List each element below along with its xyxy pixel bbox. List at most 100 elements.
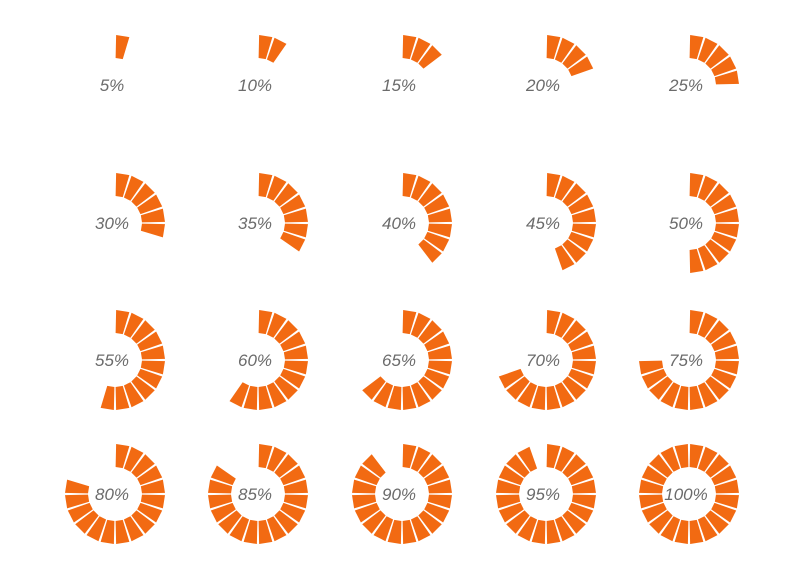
ring-segment bbox=[568, 56, 594, 77]
ring-segment bbox=[554, 175, 575, 201]
ring-segment bbox=[711, 194, 737, 215]
ring-segment bbox=[546, 519, 561, 544]
progress-indicator-65: 65% bbox=[362, 310, 452, 410]
ring-segment bbox=[137, 465, 163, 486]
ring-segment bbox=[280, 502, 306, 523]
ring-segment bbox=[115, 173, 130, 198]
ring-segment bbox=[427, 479, 452, 494]
ring-segment bbox=[705, 320, 729, 344]
percent-label: 65% bbox=[382, 351, 416, 370]
ring-segment bbox=[352, 479, 377, 494]
ring-segment bbox=[137, 368, 163, 389]
progress-indicator-85: 85% bbox=[208, 444, 308, 544]
ring-segment bbox=[498, 502, 524, 523]
ring-segment bbox=[258, 310, 273, 335]
ring-segment bbox=[714, 479, 739, 494]
ring-segment bbox=[229, 516, 250, 542]
ring-segment bbox=[100, 519, 115, 544]
ring-segment bbox=[410, 37, 431, 63]
ring-segment bbox=[705, 45, 729, 69]
progress-indicator-35: 35% bbox=[238, 173, 308, 252]
percent-label: 80% bbox=[95, 485, 129, 504]
ring-segment bbox=[517, 446, 538, 472]
ring-segment bbox=[660, 382, 681, 408]
ring-segment bbox=[123, 516, 144, 542]
progress-indicator-45: 45% bbox=[526, 173, 596, 271]
ring-segment bbox=[660, 446, 681, 472]
ring-segment bbox=[697, 175, 718, 201]
ring-segment bbox=[705, 239, 729, 263]
ring-segment bbox=[402, 444, 417, 469]
ring-segment bbox=[283, 208, 308, 223]
ring-segment bbox=[517, 516, 538, 542]
ring-segment bbox=[554, 37, 575, 63]
percent-label: 85% bbox=[238, 485, 272, 504]
ring-segment bbox=[571, 494, 596, 509]
ring-segment bbox=[711, 331, 737, 352]
progress-indicator-20: 20% bbox=[525, 35, 594, 95]
ring-segment bbox=[131, 376, 155, 400]
ring-segment bbox=[123, 175, 144, 201]
ring-segment bbox=[711, 465, 737, 486]
ring-segment bbox=[140, 360, 165, 375]
ring-segment bbox=[562, 510, 586, 534]
progress-indicator-60: 60% bbox=[229, 310, 308, 410]
ring-segment bbox=[689, 310, 704, 335]
ring-segment bbox=[283, 223, 308, 238]
ring-segment bbox=[75, 510, 99, 534]
ring-segment bbox=[711, 368, 737, 389]
ring-segment bbox=[639, 360, 664, 375]
ring-segment bbox=[402, 519, 417, 544]
ring-segment bbox=[258, 519, 273, 544]
ring-segment bbox=[424, 231, 450, 252]
ring-segment bbox=[711, 502, 737, 523]
ring-segment bbox=[689, 173, 704, 198]
ring-segment bbox=[546, 310, 561, 335]
ring-segment bbox=[352, 494, 377, 509]
ring-segment bbox=[283, 360, 308, 375]
percent-label: 45% bbox=[526, 214, 560, 233]
percent-label: 5% bbox=[100, 76, 125, 95]
ring-segment bbox=[387, 385, 402, 410]
ring-segment bbox=[274, 454, 298, 478]
ring-segment bbox=[280, 194, 306, 215]
ring-segment bbox=[218, 510, 242, 534]
ring-segment bbox=[115, 35, 130, 60]
ring-segment bbox=[424, 331, 450, 352]
ring-segment bbox=[137, 502, 163, 523]
ring-segment bbox=[424, 194, 450, 215]
ring-segment bbox=[123, 312, 144, 338]
ring-segment bbox=[266, 175, 287, 201]
ring-segment bbox=[714, 345, 739, 360]
ring-segment bbox=[689, 248, 704, 273]
ring-segment bbox=[123, 382, 144, 408]
ring-segment bbox=[229, 382, 250, 408]
ring-segment bbox=[283, 494, 308, 509]
ring-segment bbox=[274, 376, 298, 400]
ring-segment bbox=[137, 194, 163, 215]
ring-segment bbox=[546, 35, 561, 60]
ring-segment bbox=[65, 479, 90, 494]
percent-label: 95% bbox=[526, 485, 560, 504]
progress-indicator-40: 40% bbox=[382, 173, 452, 263]
ring-segment bbox=[649, 454, 673, 478]
ring-segment bbox=[410, 312, 431, 338]
ring-segment bbox=[562, 376, 586, 400]
percent-label: 30% bbox=[95, 214, 129, 233]
ring-segment bbox=[697, 446, 718, 472]
ring-segment bbox=[418, 239, 442, 263]
ring-segment bbox=[208, 479, 233, 494]
ring-segment bbox=[354, 465, 380, 486]
ring-segment bbox=[531, 385, 546, 410]
ring-segment bbox=[506, 510, 530, 534]
ring-segment bbox=[266, 37, 287, 63]
ring-segment bbox=[562, 45, 586, 69]
ring-segment bbox=[705, 510, 729, 534]
ring-segment bbox=[418, 45, 442, 69]
ring-segment bbox=[546, 385, 561, 410]
ring-segment bbox=[568, 231, 594, 252]
progress-indicator-10: 10% bbox=[238, 35, 287, 95]
ring-segment bbox=[498, 465, 524, 486]
ring-segment bbox=[705, 454, 729, 478]
